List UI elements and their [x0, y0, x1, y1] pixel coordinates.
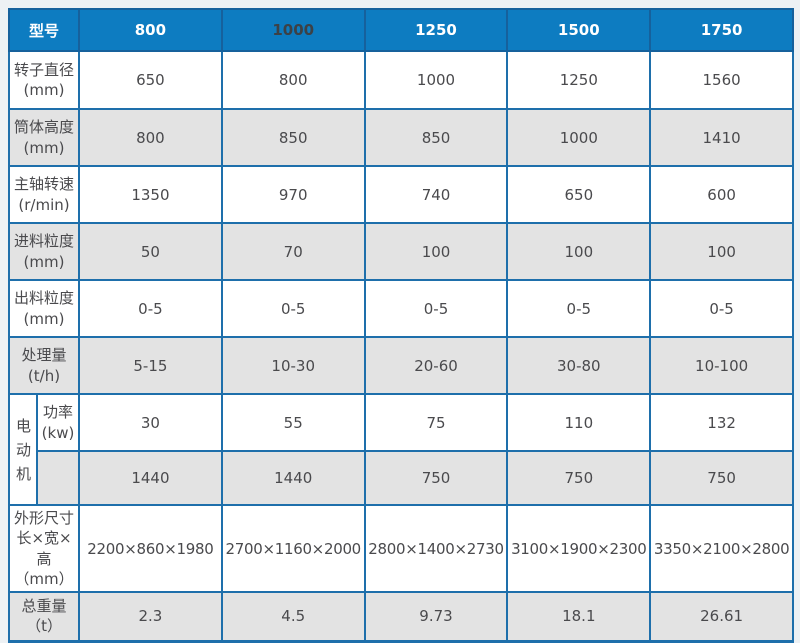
cell-value: 110 [506, 393, 652, 452]
cell-value: 1000 [363, 50, 509, 110]
cell-value: 750 [649, 450, 794, 506]
cell-value: 10-100 [649, 336, 794, 395]
cell-value: 4.5 [220, 591, 366, 642]
row-cylinder-height: 筒体高度 (mm) 800 850 850 1000 1410 [7, 108, 794, 167]
cell-value: 0-5 [78, 279, 223, 338]
cell-value: 70 [220, 222, 366, 281]
motor-group-label: 电动机 [8, 393, 38, 506]
cell-value: 600 [649, 165, 794, 224]
cell-value: 1410 [649, 108, 794, 167]
row-feed-size: 进料粒度 (mm) 50 70 100 100 100 [7, 222, 794, 281]
cell-value: 1000 [506, 108, 652, 167]
cell-value: 1440 [78, 450, 223, 506]
header-model-1750: 1750 [649, 8, 794, 52]
cell-value: 2700×1160×2000 [220, 504, 366, 593]
cell-value: 0-5 [363, 279, 509, 338]
cell-value: 100 [506, 222, 652, 281]
row-capacity: 处理量 (t/h) 5-15 10-30 20-60 30-80 10-100 [7, 336, 794, 395]
cell-value: 0-5 [649, 279, 794, 338]
cell-value: 100 [363, 222, 509, 281]
cell-value: 20-60 [363, 336, 509, 395]
row-label: 出料粒度 (mm) [7, 279, 81, 338]
cell-value: 30 [78, 393, 223, 452]
row-label: 主轴转速 (r/min) [7, 165, 81, 224]
row-label: 转子直径 (mm) [7, 50, 81, 110]
header-model-1500: 1500 [506, 8, 652, 52]
cell-value: 750 [363, 450, 509, 506]
cell-value: 55 [220, 393, 366, 452]
cell-value: 800 [220, 50, 366, 110]
cell-value: 5-15 [78, 336, 223, 395]
cell-value: 10-30 [220, 336, 366, 395]
spec-table: 型号 800 1000 1250 1500 1750 转子直径 (mm) 650… [7, 8, 794, 643]
motor-power-label: 功率 (kw) [35, 393, 81, 452]
cell-value: 850 [363, 108, 509, 167]
cell-value: 750 [506, 450, 652, 506]
cell-value: 18.1 [506, 591, 652, 642]
cell-value: 132 [649, 393, 794, 452]
cell-value: 0-5 [220, 279, 366, 338]
cell-value: 3350×2100×2800 [649, 504, 794, 593]
row-label: 进料粒度 (mm) [7, 222, 81, 281]
row-total-weight: 总重量 （t） 2.3 4.5 9.73 18.1 26.61 [7, 591, 794, 642]
header-model-1000: 1000 [220, 8, 366, 52]
row-label: 总重量 （t） [7, 591, 81, 642]
row-spindle-speed: 主轴转速 (r/min) 1350 970 740 650 600 [7, 165, 794, 224]
cell-value: 50 [78, 222, 223, 281]
cell-value: 1350 [78, 165, 223, 224]
cell-value: 3100×1900×2300 [506, 504, 652, 593]
cell-value: 740 [363, 165, 509, 224]
cell-value: 970 [220, 165, 366, 224]
cell-value: 75 [363, 393, 509, 452]
cell-value: 26.61 [649, 591, 794, 642]
cell-value: 2800×1400×2730 [363, 504, 509, 593]
cell-value: 800 [78, 108, 223, 167]
row-discharge-size: 出料粒度 (mm) 0-5 0-5 0-5 0-5 0-5 [7, 279, 794, 338]
row-motor-speed: 1440 1440 750 750 750 [9, 450, 794, 506]
cell-value: 1440 [220, 450, 366, 506]
motor-speed-label [35, 450, 81, 506]
cell-value: 30-80 [506, 336, 652, 395]
header-model-1250: 1250 [363, 8, 509, 52]
cell-value: 850 [220, 108, 366, 167]
cell-value: 9.73 [363, 591, 509, 642]
row-label: 筒体高度 (mm) [7, 108, 81, 167]
row-label: 处理量 (t/h) [7, 336, 81, 395]
cell-value: 0-5 [506, 279, 652, 338]
cell-value: 2200×860×1980 [78, 504, 223, 593]
row-motor-power: 电动机 功率 (kw) 30 55 75 110 132 [8, 393, 794, 506]
header-row: 型号 800 1000 1250 1500 1750 [7, 8, 794, 52]
cell-value: 2.3 [78, 591, 223, 642]
cell-value: 1560 [649, 50, 794, 110]
cell-value: 100 [649, 222, 794, 281]
header-model-800: 800 [78, 8, 223, 52]
cell-value: 650 [78, 50, 223, 110]
row-dimensions: 外形尺寸 长×宽×高 （mm） 2200×860×1980 2700×1160×… [7, 504, 794, 593]
row-label: 外形尺寸 长×宽×高 （mm） [7, 504, 81, 593]
header-model-label: 型号 [7, 8, 81, 52]
row-rotor-diameter: 转子直径 (mm) 650 800 1000 1250 1560 [7, 50, 794, 110]
cell-value: 650 [506, 165, 652, 224]
cell-value: 1250 [506, 50, 652, 110]
